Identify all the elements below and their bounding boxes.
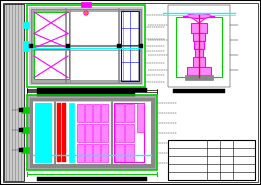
Bar [57, 103, 61, 162]
Bar [125, 104, 134, 122]
Bar [139, 44, 143, 48]
Bar [19, 148, 23, 152]
Bar [93, 124, 100, 142]
Bar [19, 108, 23, 112]
Bar [77, 144, 84, 162]
Bar [22, 107, 29, 113]
Bar [37, 88, 147, 92]
Bar [77, 124, 84, 142]
Bar [115, 144, 124, 162]
Bar [176, 17, 222, 77]
Bar [34, 12, 69, 49]
Bar [168, 5, 230, 87]
Bar [121, 11, 139, 81]
Bar [137, 103, 144, 132]
Bar [69, 103, 74, 162]
Bar [34, 12, 138, 80]
Bar [115, 104, 124, 122]
Bar [77, 104, 84, 122]
Bar [23, 41, 29, 51]
Bar [22, 147, 29, 153]
Bar [37, 177, 147, 181]
Bar [85, 104, 92, 122]
Bar [193, 33, 205, 41]
Circle shape [85, 12, 87, 14]
Bar [34, 48, 69, 79]
Bar [187, 67, 211, 75]
Bar [66, 44, 70, 48]
Bar [93, 104, 100, 122]
Bar [185, 75, 213, 80]
Bar [4, 4, 24, 181]
Bar [30, 98, 154, 167]
Bar [85, 144, 92, 162]
Bar [27, 95, 157, 170]
Bar [117, 44, 121, 48]
Bar [114, 103, 144, 162]
Bar [85, 124, 92, 142]
Bar [19, 128, 23, 132]
Bar [23, 22, 29, 28]
Bar [115, 124, 124, 142]
Bar [29, 44, 33, 48]
Ellipse shape [187, 14, 211, 18]
Bar [168, 140, 255, 180]
Bar [125, 144, 134, 162]
Bar [173, 89, 225, 93]
Circle shape [84, 11, 88, 15]
Bar [193, 57, 205, 67]
Bar [191, 23, 207, 33]
Bar [93, 144, 100, 162]
Bar [101, 104, 108, 122]
Bar [35, 103, 51, 162]
Bar [31, 9, 141, 83]
Bar [37, 92, 135, 96]
Bar [195, 49, 203, 57]
Bar [194, 41, 204, 49]
Bar [101, 144, 108, 162]
Bar [27, 95, 157, 170]
Bar [22, 127, 29, 133]
Bar [62, 103, 66, 162]
Bar [27, 5, 145, 87]
Bar [125, 124, 134, 142]
Bar [101, 124, 108, 142]
Bar [33, 101, 151, 164]
Bar [81, 2, 91, 7]
Bar [29, 7, 143, 85]
